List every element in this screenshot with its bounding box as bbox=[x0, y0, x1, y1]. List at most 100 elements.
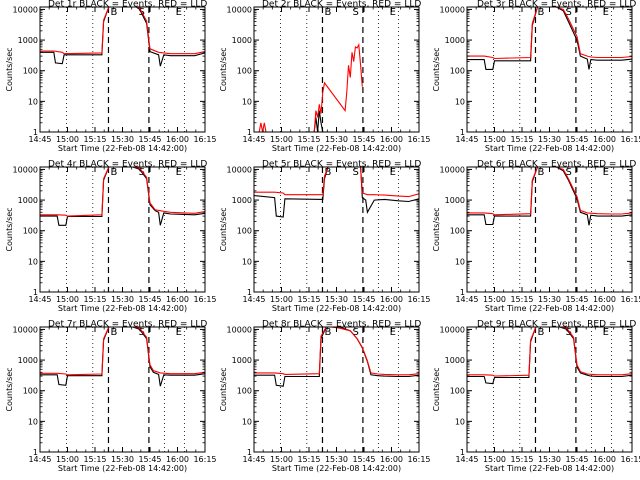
x-tick-label: 15:00 bbox=[270, 135, 293, 144]
y-tick-label: 10 bbox=[455, 417, 465, 426]
x-tick-label: 16:00 bbox=[166, 455, 189, 464]
x-tick-label: 15:00 bbox=[270, 455, 293, 464]
event-marker-label: E bbox=[176, 7, 182, 18]
chart-title: Det 5r BLACK = Events, RED = LLD bbox=[262, 160, 421, 170]
x-tick-label: 14:45 bbox=[455, 295, 478, 304]
x-tick-label: 15:00 bbox=[270, 295, 293, 304]
x-tick-label: 14:45 bbox=[455, 135, 478, 144]
y-tick-label: 1000 bbox=[232, 196, 252, 205]
x-tick-label: 16:00 bbox=[380, 295, 403, 304]
y-tick-label: 10000 bbox=[227, 5, 252, 14]
chart-title: Det 6r BLACK = Events, RED = LLD bbox=[477, 160, 636, 170]
event-marker-label: S bbox=[566, 7, 572, 18]
y-tick-label: 10000 bbox=[13, 5, 38, 14]
events-series-line bbox=[40, 326, 206, 387]
chart-title: Det 4r BLACK = Events, RED = LLD bbox=[48, 160, 207, 170]
chart-title: Det 3r BLACK = Events, RED = LLD bbox=[477, 0, 636, 10]
x-tick-label: 14:45 bbox=[28, 455, 51, 464]
y-tick-label: 10000 bbox=[440, 325, 465, 334]
x-axis-label: Start Time (22-Feb-08 14:42:00) bbox=[272, 464, 401, 473]
y-tick-label: 1000 bbox=[232, 356, 252, 365]
y-tick-label: 1000 bbox=[18, 356, 38, 365]
event-marker-label: B bbox=[110, 167, 117, 178]
y-tick-label: 100 bbox=[450, 67, 465, 76]
x-tick-label: 15:45 bbox=[138, 135, 161, 144]
chart-title: Det 2r BLACK = Events, RED = LLD bbox=[262, 0, 421, 10]
y-axis-label: Counts/sec bbox=[432, 207, 441, 251]
y-tick-label: 100 bbox=[237, 227, 252, 236]
x-tick-label: 16:15 bbox=[193, 135, 216, 144]
x-tick-label: 16:00 bbox=[593, 295, 616, 304]
x-tick-label: 15:30 bbox=[538, 135, 561, 144]
y-tick-label: 1 bbox=[460, 448, 465, 457]
y-tick-label: 10 bbox=[242, 257, 252, 266]
y-tick-label: 100 bbox=[450, 387, 465, 396]
x-tick-label: 15:30 bbox=[111, 295, 134, 304]
lld-series-line bbox=[254, 326, 420, 376]
y-tick-label: 10000 bbox=[227, 165, 252, 174]
event-marker-label: B bbox=[537, 167, 544, 178]
x-tick-label: 15:15 bbox=[297, 135, 320, 144]
y-tick-label: 10 bbox=[455, 257, 465, 266]
y-axis-label: Counts/sec bbox=[432, 367, 441, 411]
x-tick-label: 15:30 bbox=[325, 455, 348, 464]
x-tick-label: 15:15 bbox=[83, 135, 106, 144]
x-tick-label: 15:00 bbox=[483, 455, 506, 464]
x-tick-label: 15:45 bbox=[565, 135, 588, 144]
x-tick-label: 16:00 bbox=[166, 295, 189, 304]
plot-frame bbox=[39, 6, 206, 133]
y-tick-label: 1 bbox=[33, 448, 38, 457]
event-marker-label: E bbox=[176, 327, 182, 338]
y-tick-label: 10000 bbox=[440, 165, 465, 174]
event-marker-label: E bbox=[390, 7, 396, 18]
x-tick-label: 16:15 bbox=[407, 295, 430, 304]
x-tick-label: 15:45 bbox=[138, 295, 161, 304]
x-tick-label: 15:30 bbox=[111, 455, 134, 464]
y-tick-label: 1000 bbox=[445, 36, 465, 45]
plot-frame bbox=[253, 326, 420, 453]
x-tick-label: 16:00 bbox=[380, 135, 403, 144]
event-marker-label: B bbox=[537, 7, 544, 18]
y-axis-label: Counts/sec bbox=[219, 367, 228, 411]
x-axis-label: Start Time (22-Feb-08 14:42:00) bbox=[58, 464, 187, 473]
x-tick-label: 15:30 bbox=[325, 295, 348, 304]
x-tick-label: 16:15 bbox=[407, 455, 430, 464]
y-tick-label: 1 bbox=[33, 128, 38, 137]
y-tick-label: 10 bbox=[242, 417, 252, 426]
chart-title: Det 7r BLACK = Events, RED = LLD bbox=[48, 320, 207, 330]
event-marker-label: E bbox=[603, 327, 609, 338]
y-tick-label: 10000 bbox=[440, 5, 465, 14]
plot-frame bbox=[253, 6, 420, 133]
x-tick-label: 15:30 bbox=[538, 455, 561, 464]
lld-series-line bbox=[258, 42, 363, 133]
event-marker-label: B bbox=[537, 327, 544, 338]
x-tick-label: 16:15 bbox=[193, 295, 216, 304]
y-tick-label: 10 bbox=[455, 97, 465, 106]
y-tick-label: 100 bbox=[23, 67, 38, 76]
y-axis-label: Counts/sec bbox=[219, 47, 228, 91]
x-tick-label: 16:15 bbox=[620, 135, 640, 144]
y-tick-label: 100 bbox=[237, 387, 252, 396]
event-marker-label: B bbox=[324, 327, 331, 338]
y-tick-label: 1 bbox=[460, 288, 465, 297]
x-tick-label: 15:00 bbox=[56, 295, 79, 304]
event-marker-label: E bbox=[176, 167, 182, 178]
event-marker-label: B bbox=[324, 7, 331, 18]
x-tick-label: 16:00 bbox=[593, 135, 616, 144]
plot-frame bbox=[253, 166, 420, 293]
x-tick-label: 15:15 bbox=[510, 455, 533, 464]
x-axis-label: Start Time (22-Feb-08 14:42:00) bbox=[58, 144, 187, 153]
x-axis-label: Start Time (22-Feb-08 14:42:00) bbox=[272, 144, 401, 153]
x-tick-label: 14:45 bbox=[242, 135, 265, 144]
y-tick-label: 10000 bbox=[13, 165, 38, 174]
plot-frame bbox=[39, 326, 206, 453]
event-marker-label: E bbox=[603, 7, 609, 18]
plot-frame bbox=[466, 326, 633, 453]
y-tick-label: 10000 bbox=[227, 325, 252, 334]
x-tick-label: 15:00 bbox=[56, 455, 79, 464]
event-marker-label: S bbox=[353, 327, 359, 338]
plot-frame bbox=[466, 166, 633, 293]
chart-title: Det 1r BLACK = Events, RED = LLD bbox=[48, 0, 207, 10]
lld-series-line bbox=[467, 6, 633, 60]
